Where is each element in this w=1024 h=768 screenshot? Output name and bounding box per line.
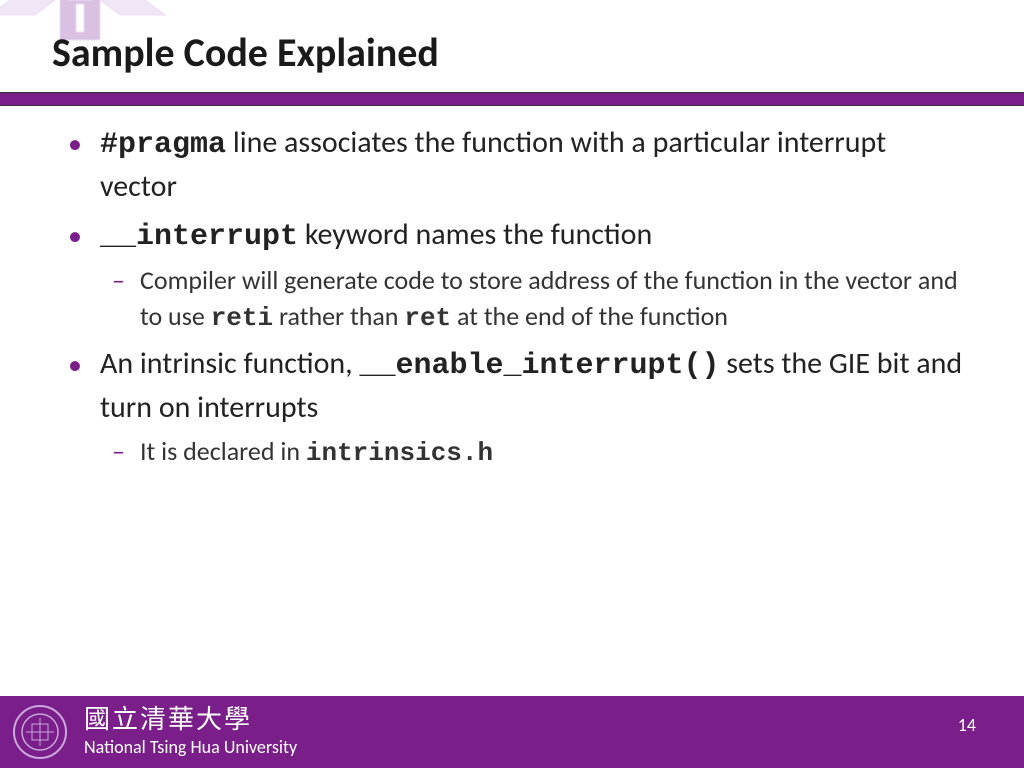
bullet-2: __interrupt keyword names the function C…: [56, 214, 964, 337]
b3-pre: An intrinsic function,: [100, 345, 359, 382]
bullet-2-sub: Compiler will generate code to store add…: [100, 262, 964, 337]
bullet-2-text: keyword names the function: [298, 216, 652, 253]
slide-title: Sample Code Explained: [52, 28, 984, 77]
bullet-2-sublist: Compiler will generate code to store add…: [100, 262, 964, 337]
code-pragma: #pragma: [100, 128, 226, 162]
bullet-list: #pragma line associates the function wit…: [56, 122, 964, 471]
footer-text: 國立清華大學 National Tsing Hua University: [84, 706, 297, 758]
b3-sub-pre: It is declared in: [140, 435, 306, 467]
code-ret: ret: [404, 303, 451, 333]
content-area: #pragma line associates the function wit…: [56, 122, 964, 477]
code-interrupt: __interrupt: [100, 220, 298, 254]
bullet-3: An intrinsic function, __enable_interrup…: [56, 343, 964, 471]
b2-sub-post: at the end of the function: [451, 300, 728, 332]
b2-sub-mid: rather than: [273, 300, 404, 332]
page-number: 14: [958, 714, 976, 736]
bullet-1: #pragma line associates the function wit…: [56, 122, 964, 208]
code-enable-interrupt: __enable_interrupt(): [359, 349, 719, 383]
university-seal-icon: [12, 704, 68, 760]
title-area: Sample Code Explained: [52, 28, 984, 77]
bullet-3-sub: It is declared in intrinsics.h: [100, 433, 964, 471]
bullet-3-sublist: It is declared in intrinsics.h: [100, 433, 964, 471]
code-intrinsics-h: intrinsics.h: [306, 438, 493, 468]
university-name-cn: 國立清華大學: [84, 706, 297, 735]
university-name-en: National Tsing Hua University: [84, 737, 297, 759]
code-reti: reti: [211, 303, 273, 333]
footer-bar: 國立清華大學 National Tsing Hua University 14: [0, 696, 1024, 768]
title-underline-bar: [0, 92, 1024, 106]
